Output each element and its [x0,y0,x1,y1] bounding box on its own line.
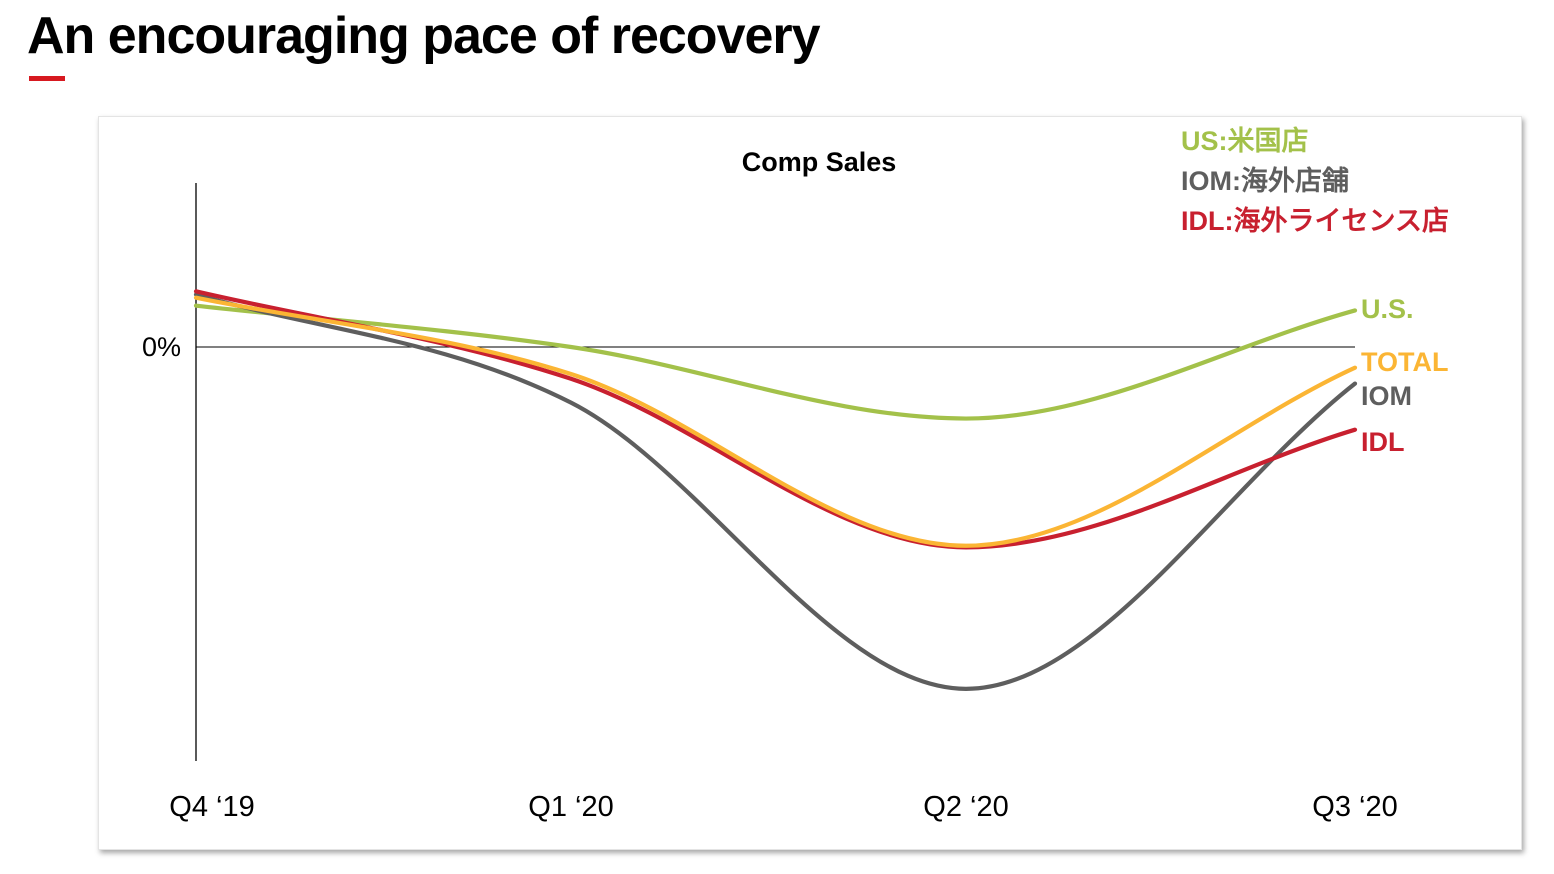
legend-entry: IOM:海外店舗 [1181,166,1349,196]
x-axis-ticks: Q4 ‘19 Q1 ‘20 Q2 ‘20 Q3 ‘20 [169,791,1397,823]
series-end-label: IOM [1361,381,1412,411]
legend-entry: IDL:海外ライセンス店 [1181,206,1449,236]
series-line-iom [193,292,1358,691]
series-end-label: IDL [1361,427,1405,457]
page-title: An encouraging pace of recovery [27,7,821,65]
x-tick-label: Q1 ‘20 [528,791,613,823]
chart-panel: Comp Sales 0% Q4 ‘19 Q1 ‘20 Q2 ‘20 Q3 ‘20 U… [98,116,1522,850]
comp-sales-chart: Comp Sales 0% Q4 ‘19 Q1 ‘20 Q2 ‘20 Q3 ‘20 U… [142,126,1449,823]
y-tick-label: 0% [142,332,181,362]
x-tick-label: Q3 ‘20 [1312,791,1397,823]
series-end-label: U.S. [1361,294,1414,324]
series-end-labels: U.S. IOM IDL TOTAL [1361,294,1449,457]
chart-title: Comp Sales [742,147,897,177]
legend: US:米国店 IOM:海外店舗 IDL:海外ライセンス店 [1181,126,1449,236]
series-end-label: TOTAL [1361,347,1449,377]
series-line-total [193,295,1358,548]
x-tick-label: Q4 ‘19 [169,791,254,823]
x-tick-label: Q2 ‘20 [923,791,1008,823]
series-line-us [193,303,1358,421]
series-layer [193,289,1358,691]
legend-entry: US:米国店 [1181,126,1309,156]
title-accent-bar [29,76,65,81]
